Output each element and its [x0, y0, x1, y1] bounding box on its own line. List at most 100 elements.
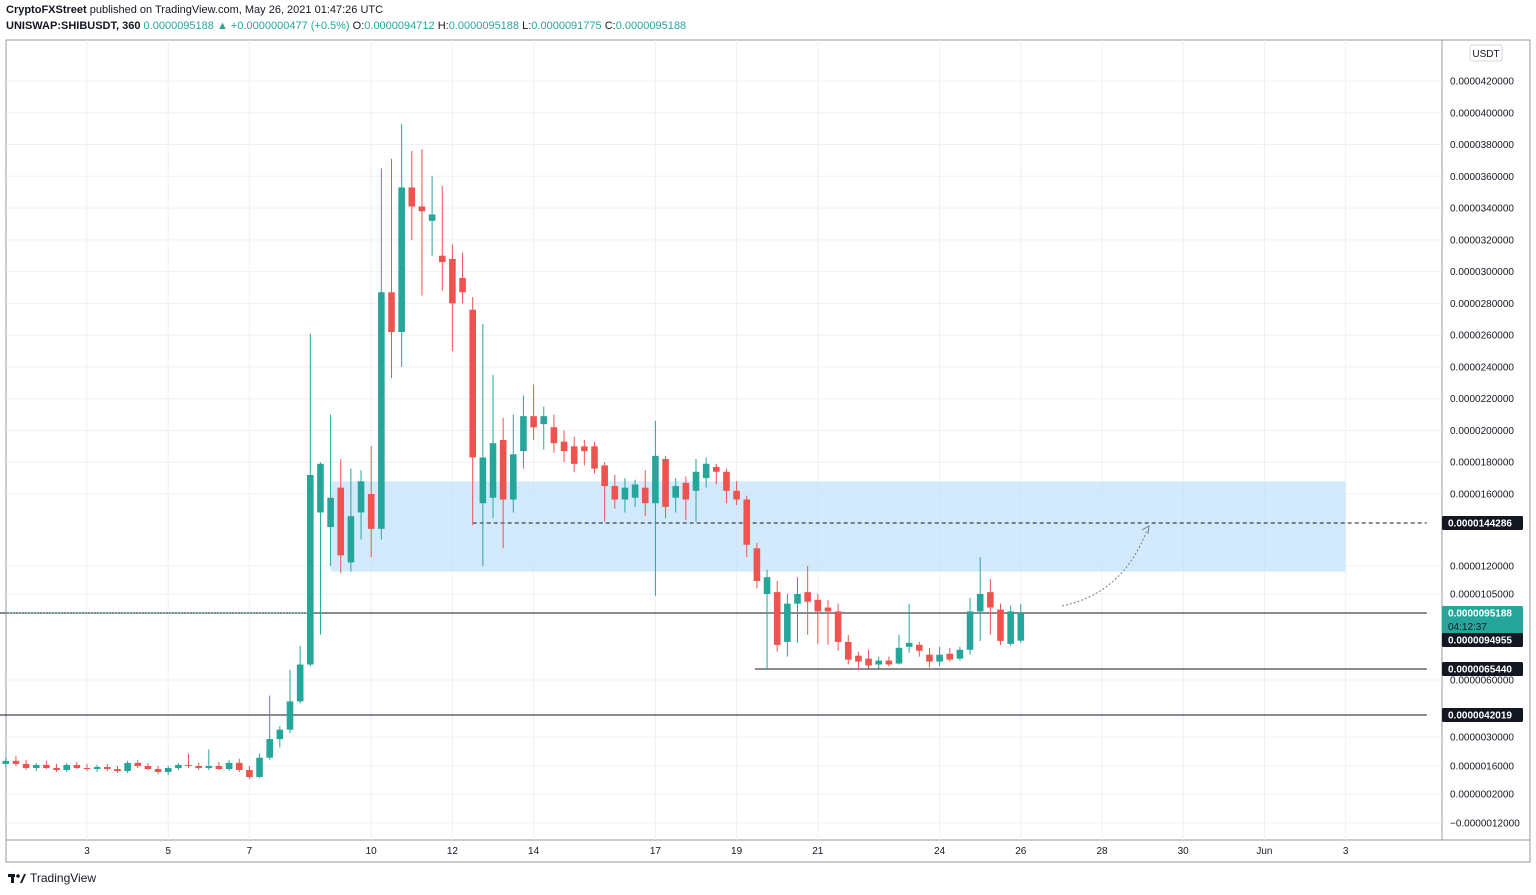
price-tag[interactable]: 0.0000094955	[1442, 633, 1523, 647]
candle[interactable]	[905, 603, 913, 653]
candle[interactable]	[337, 459, 345, 574]
price-tag[interactable]: 0.0000095188 04:12:37	[1442, 606, 1523, 634]
candle[interactable]	[144, 762, 152, 770]
candle[interactable]	[895, 634, 903, 665]
candle[interactable]	[672, 478, 679, 513]
footer-brand[interactable]: TradingView	[30, 871, 97, 885]
candle[interactable]	[307, 333, 314, 667]
candle[interactable]	[164, 766, 172, 775]
candle[interactable]	[235, 758, 243, 772]
candle[interactable]	[428, 176, 436, 256]
candle[interactable]	[682, 476, 690, 520]
candle[interactable]	[104, 763, 111, 771]
candle[interactable]	[855, 651, 862, 670]
candle[interactable]	[763, 569, 771, 670]
candle[interactable]	[773, 580, 781, 652]
candle[interactable]	[2, 757, 10, 767]
candle[interactable]	[733, 481, 740, 506]
candle[interactable]	[378, 168, 385, 540]
candle[interactable]	[73, 761, 81, 769]
candle[interactable]	[388, 158, 395, 379]
candle[interactable]	[631, 479, 639, 507]
candle[interactable]	[753, 542, 761, 589]
candle[interactable]	[449, 244, 456, 352]
candle[interactable]	[185, 753, 192, 768]
candle[interactable]	[713, 463, 720, 485]
candle[interactable]	[124, 760, 131, 773]
candle[interactable]	[93, 764, 101, 772]
candle[interactable]	[83, 763, 91, 771]
candle[interactable]	[459, 252, 466, 304]
candle[interactable]	[225, 759, 233, 771]
price-tag[interactable]: 0.0000065440	[1442, 662, 1523, 676]
candle[interactable]	[581, 439, 588, 466]
candle[interactable]	[53, 763, 60, 772]
candle[interactable]	[22, 759, 30, 770]
candle[interactable]	[916, 641, 923, 657]
candle[interactable]	[570, 436, 578, 472]
candle[interactable]	[611, 474, 619, 509]
candle[interactable]	[834, 603, 842, 651]
candle[interactable]	[134, 759, 142, 768]
candle[interactable]	[662, 455, 669, 518]
candle[interactable]	[195, 762, 202, 770]
candle[interactable]	[560, 430, 568, 463]
candle[interactable]	[702, 457, 710, 488]
candle[interactable]	[317, 462, 324, 635]
candle[interactable]	[266, 695, 273, 760]
candle[interactable]	[824, 599, 832, 645]
candle[interactable]	[875, 656, 882, 669]
candle[interactable]	[540, 406, 548, 450]
candle[interactable]	[489, 374, 497, 518]
candle[interactable]	[499, 417, 507, 549]
candle[interactable]	[652, 420, 659, 596]
candle[interactable]	[154, 766, 162, 774]
candle[interactable]	[469, 297, 476, 526]
author-name[interactable]: CryptoFXStreet	[6, 4, 87, 16]
candle[interactable]	[550, 414, 558, 453]
candle[interactable]	[175, 762, 182, 770]
candle[interactable]	[479, 324, 487, 566]
candle[interactable]	[794, 577, 801, 643]
candle[interactable]	[347, 468, 355, 572]
candle[interactable]	[956, 646, 964, 661]
candle[interactable]	[114, 766, 121, 773]
candle[interactable]	[276, 726, 284, 748]
candle[interactable]	[844, 634, 852, 665]
candle[interactable]	[256, 753, 263, 778]
candle[interactable]	[814, 594, 822, 644]
candle[interactable]	[987, 579, 994, 635]
candle[interactable]	[530, 384, 537, 440]
currency-badge[interactable]: USDT	[1469, 44, 1503, 62]
candle[interactable]	[804, 566, 811, 635]
candle[interactable]	[296, 645, 304, 704]
price-tag[interactable]: 0.0000042019	[1442, 707, 1523, 722]
candle[interactable]	[357, 470, 365, 540]
candle[interactable]	[418, 149, 426, 296]
candle[interactable]	[865, 649, 872, 669]
candle[interactable]	[936, 646, 943, 667]
candle[interactable]	[398, 123, 405, 367]
candle[interactable]	[12, 755, 20, 766]
candle[interactable]	[438, 185, 446, 291]
candle[interactable]	[926, 647, 933, 668]
candle[interactable]	[885, 656, 893, 667]
candle[interactable]	[32, 762, 40, 771]
candle[interactable]	[692, 459, 700, 522]
candle[interactable]	[641, 470, 649, 517]
candle[interactable]	[408, 150, 416, 240]
candle[interactable]	[966, 597, 974, 655]
candle[interactable]	[63, 762, 70, 772]
candle[interactable]	[784, 594, 791, 657]
candle[interactable]	[327, 414, 334, 566]
candle[interactable]	[1017, 603, 1025, 643]
candle[interactable]	[601, 462, 608, 522]
candle[interactable]	[976, 557, 984, 641]
symbol-label[interactable]: UNISWAP:SHIBUSDT, 360	[6, 20, 141, 32]
candle[interactable]	[367, 446, 375, 558]
candle[interactable]	[1007, 605, 1014, 646]
candle[interactable]	[621, 478, 629, 513]
candle[interactable]	[43, 760, 50, 769]
candle[interactable]	[743, 495, 751, 558]
candle[interactable]	[723, 468, 730, 504]
